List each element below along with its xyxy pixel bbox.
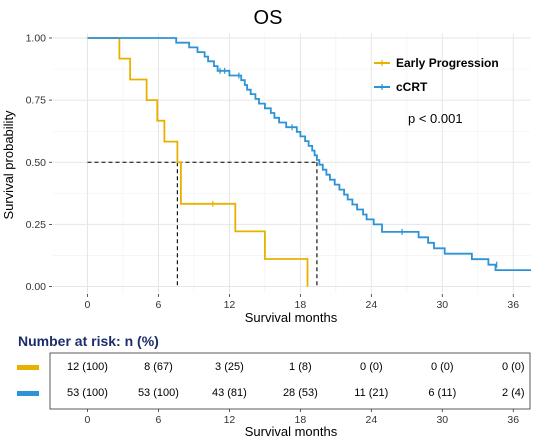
survival-curves	[87, 37, 531, 287]
x-tick-label: 12	[224, 299, 236, 311]
risk-x-tick-label: 12	[224, 414, 236, 426]
risk-cell: 0 (0)	[360, 361, 383, 373]
chart-title: OS	[254, 7, 283, 29]
y-tick-label: 0.75	[26, 95, 47, 107]
risk-cell: 0 (0)	[502, 361, 525, 373]
risk-x-tick-label: 36	[507, 414, 519, 426]
legend: Early Progression cCRT	[374, 56, 499, 94]
y-tick-label: 1.00	[26, 32, 47, 44]
risk-cell: 1 (8)	[289, 361, 312, 373]
risk-x-tick-label: 6	[156, 414, 162, 426]
legend-label: Early Progression	[396, 56, 499, 70]
risk-cell: 53 (100)	[138, 387, 179, 399]
x-tick-label: 24	[365, 299, 377, 311]
risk-cell: 12 (100)	[67, 361, 108, 373]
risk-table-x-ticks: 0 6 12 18 24 30 36	[85, 409, 519, 426]
risk-cell: 2 (4)	[502, 387, 525, 399]
y-tick-label: 0.25	[26, 219, 47, 231]
legend-label: cCRT	[396, 80, 428, 94]
censor-marks	[212, 67, 498, 268]
risk-x-tick-label: 18	[295, 414, 307, 426]
risk-x-tick-label: 30	[436, 414, 448, 426]
risk-table-title: Number at risk: n (%)	[18, 333, 159, 349]
risk-table-frame	[49, 352, 531, 410]
plot-panel	[51, 32, 532, 295]
median-lines	[87, 161, 318, 287]
x-tick-label: 6	[156, 299, 162, 311]
survival-curve-ccrt	[87, 37, 531, 271]
y-tick-label: 0.50	[26, 157, 47, 169]
plot-grid	[52, 33, 531, 294]
x-tick-label: 30	[436, 299, 448, 311]
x-axis-label: Survival months	[245, 310, 338, 325]
risk-cell: 8 (67)	[144, 361, 173, 373]
risk-cell: 53 (100)	[67, 387, 108, 399]
y-axis-ticks: 0.00 0.25 0.50 0.75 1.00	[26, 32, 52, 293]
x-tick-label: 0	[85, 299, 91, 311]
risk-table-x-label: Survival months	[245, 424, 338, 439]
risk-cell: 28 (53)	[283, 387, 318, 399]
p-value-annotation: p < 0.001	[408, 111, 463, 126]
risk-row-swatch	[17, 365, 39, 370]
x-tick-label: 36	[507, 299, 519, 311]
risk-cell: 6 (11)	[428, 387, 456, 399]
x-tick-label: 18	[295, 299, 307, 311]
risk-cell: 11 (21)	[354, 387, 388, 399]
risk-cell: 0 (0)	[431, 361, 454, 373]
risk-row-swatch	[17, 391, 39, 396]
y-tick-label: 0.00	[26, 281, 47, 293]
risk-table-cells: 12 (100) 8 (67) 3 (25) 1 (8) 0 (0) 0 (0) 0 (0)…	[67, 361, 525, 399]
x-axis-ticks: 0 6 12 18 24 30 36	[85, 294, 519, 311]
risk-cell: 43 (81)	[212, 387, 247, 399]
risk-table-swatches	[17, 365, 39, 396]
risk-x-tick-label: 24	[365, 414, 377, 426]
survival-curve-early-progression	[87, 37, 309, 287]
risk-x-tick-label: 0	[85, 414, 91, 426]
risk-cell: 3 (25)	[215, 361, 244, 373]
y-axis-label: Survival probability	[1, 110, 16, 220]
